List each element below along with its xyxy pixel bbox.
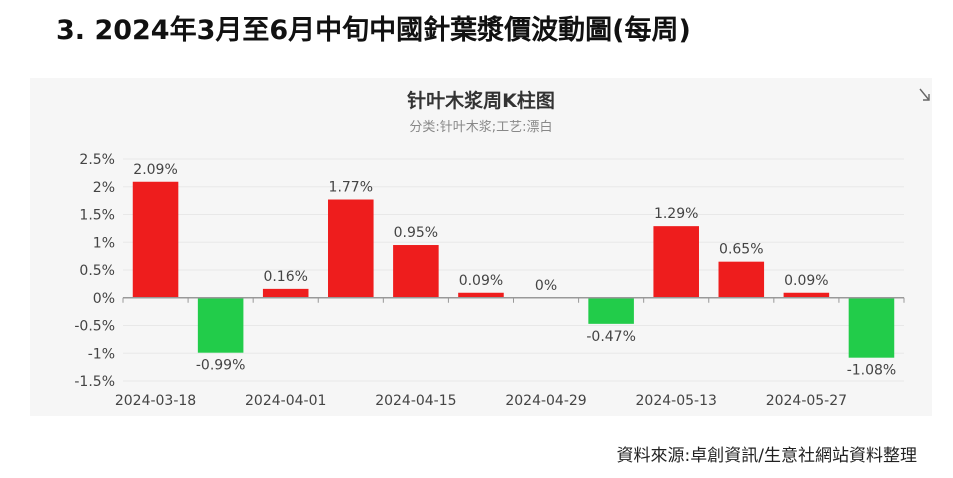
y-tick-label: 2% [93, 180, 115, 196]
bar [783, 292, 830, 298]
y-tick-label: 0% [93, 291, 115, 307]
bar [197, 297, 244, 353]
y-tick-label: -0.5% [74, 319, 115, 335]
data-label: -0.47% [586, 329, 636, 345]
y-tick-label: 0.5% [79, 263, 115, 279]
bar [328, 199, 374, 298]
bar [262, 288, 309, 298]
bar [848, 297, 895, 358]
y-tick-label: -1% [88, 346, 115, 362]
bar [393, 245, 439, 298]
data-label: 1.29% [654, 206, 698, 222]
x-tick-label: 2024-05-27 [766, 393, 847, 409]
data-label: -0.99% [196, 358, 246, 374]
expand-icon[interactable] [918, 88, 930, 102]
data-label: 0.09% [784, 273, 828, 289]
data-label: 0.09% [459, 273, 503, 289]
data-label: 1.77% [329, 180, 373, 196]
x-tick-label: 2024-04-29 [505, 393, 586, 409]
bar [132, 181, 179, 298]
data-label: 0.65% [719, 242, 763, 258]
chart-subtitle: 分类:针叶木浆;工艺:漂白 [409, 120, 553, 135]
data-label: 0.16% [263, 269, 307, 285]
data-label: 0.95% [394, 225, 438, 241]
y-tick-label: 2.5% [79, 152, 115, 168]
chart-title: 针叶木浆周K柱图 [407, 90, 555, 112]
x-tick-label: 2024-03-18 [115, 393, 196, 409]
data-label: 0% [535, 278, 557, 294]
y-tick-label: 1% [93, 235, 115, 251]
x-tick-label: 2024-04-01 [245, 393, 326, 409]
x-tick-label: 2024-05-13 [636, 393, 717, 409]
source-note: 資料來源:卓創資訊/生意社網站資料整理 [616, 446, 917, 466]
y-tick-label: 1.5% [79, 208, 115, 224]
bar [718, 261, 765, 298]
data-label: 2.09% [133, 162, 177, 178]
bar [458, 292, 504, 298]
bar-chart: 2.5% 2% 1.5% 1% 0.5% 0% -0.5% -1% -1.5% 2.09% -0.9… [74, 152, 905, 409]
chart-panel: 2.5% 2% 1.5% 1% 0.5% 0% -0.5% -1% -1.5% 2.09% -0.9… [30, 78, 932, 416]
x-tick-label: 2024-04-15 [375, 393, 456, 409]
data-label: -1.08% [847, 363, 897, 379]
y-tick-label: -1.5% [74, 374, 115, 390]
bar [653, 226, 699, 298]
bar [588, 297, 634, 324]
page-heading: 3. 2024年3月至6月中旬中國針葉漿價波動圖(每周) [56, 15, 691, 46]
